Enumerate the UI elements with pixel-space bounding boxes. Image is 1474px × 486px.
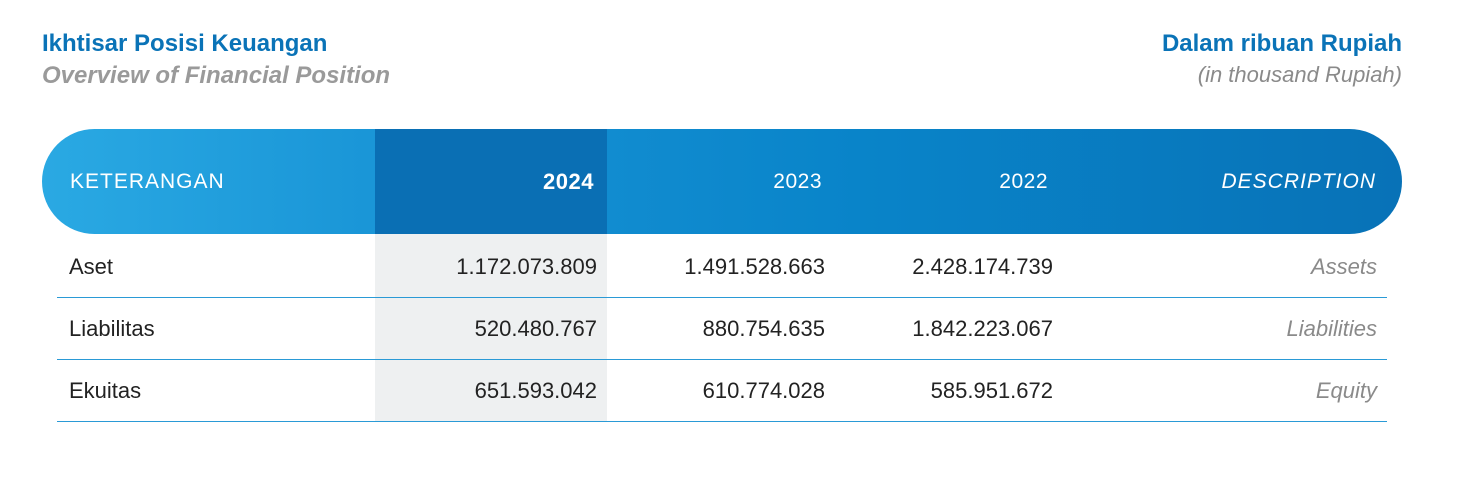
column-header-2023: 2023 (773, 170, 822, 193)
column-header-2024: 2024 (543, 169, 594, 194)
row-label: Aset (69, 254, 114, 279)
unit-label: Dalam ribuan Rupiah (1161, 30, 1402, 57)
unit-sublabel: (in thousand Rupiah) (1197, 62, 1402, 87)
table-header: KETERANGAN 2024 2023 2022 DESCRIPTION (42, 129, 1402, 234)
value-2023: 1.491.528.663 (684, 254, 825, 279)
value-2023: 880.754.635 (702, 316, 825, 341)
column-header-keterangan: KETERANGAN (70, 170, 225, 193)
row-divider (57, 296, 1387, 298)
row-description: Assets (1310, 254, 1377, 279)
table-row: Aset 1.172.073.809 1.491.528.663 2.428.1… (57, 236, 1387, 298)
column-2024-highlight (375, 234, 607, 421)
header-highlight-2024 (375, 129, 607, 234)
value-2022: 2.428.174.739 (912, 254, 1053, 279)
value-2022: 585.951.672 (930, 378, 1053, 403)
row-description: Equity (1315, 378, 1377, 403)
row-label: Ekuitas (69, 378, 142, 403)
table-row: Liabilitas 520.480.767 880.754.635 1.842… (57, 298, 1387, 360)
value-2024: 651.593.042 (474, 378, 597, 403)
column-header-2022: 2022 (999, 170, 1048, 193)
row-description: Liabilities (1286, 316, 1378, 341)
value-2022: 1.842.223.067 (912, 316, 1053, 341)
column-header-description: DESCRIPTION (1221, 170, 1376, 193)
page-subtitle: Overview of Financial Position (42, 62, 391, 89)
value-2024: 1.172.073.809 (456, 254, 597, 279)
row-divider (57, 358, 1387, 360)
table-row: Ekuitas 651.593.042 610.774.028 585.951.… (57, 360, 1387, 422)
page-title: Ikhtisar Posisi Keuangan (42, 30, 328, 57)
value-2023: 610.774.028 (702, 378, 825, 403)
row-label: Liabilitas (69, 316, 155, 341)
row-divider (57, 420, 1387, 422)
value-2024: 520.480.767 (474, 316, 597, 341)
